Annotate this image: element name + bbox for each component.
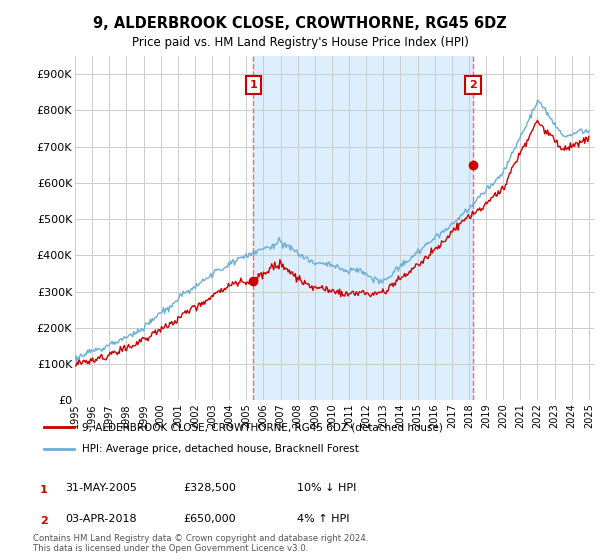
Text: 2: 2 — [40, 516, 47, 526]
Text: £650,000: £650,000 — [183, 514, 236, 524]
Text: 10% ↓ HPI: 10% ↓ HPI — [297, 483, 356, 493]
Text: £328,500: £328,500 — [183, 483, 236, 493]
Text: 03-APR-2018: 03-APR-2018 — [65, 514, 136, 524]
Text: 1: 1 — [40, 485, 47, 495]
Text: 2: 2 — [469, 80, 477, 90]
Text: 9, ALDERBROOK CLOSE, CROWTHORNE, RG45 6DZ (detached house): 9, ALDERBROOK CLOSE, CROWTHORNE, RG45 6D… — [82, 422, 443, 432]
Text: 31-MAY-2005: 31-MAY-2005 — [65, 483, 137, 493]
Text: Price paid vs. HM Land Registry's House Price Index (HPI): Price paid vs. HM Land Registry's House … — [131, 36, 469, 49]
Text: 4% ↑ HPI: 4% ↑ HPI — [297, 514, 349, 524]
Text: 9, ALDERBROOK CLOSE, CROWTHORNE, RG45 6DZ: 9, ALDERBROOK CLOSE, CROWTHORNE, RG45 6D… — [93, 16, 507, 31]
Text: 1: 1 — [250, 80, 257, 90]
Bar — [253, 56, 473, 400]
Text: Contains HM Land Registry data © Crown copyright and database right 2024.
This d: Contains HM Land Registry data © Crown c… — [33, 534, 368, 553]
Text: HPI: Average price, detached house, Bracknell Forest: HPI: Average price, detached house, Brac… — [82, 444, 359, 454]
